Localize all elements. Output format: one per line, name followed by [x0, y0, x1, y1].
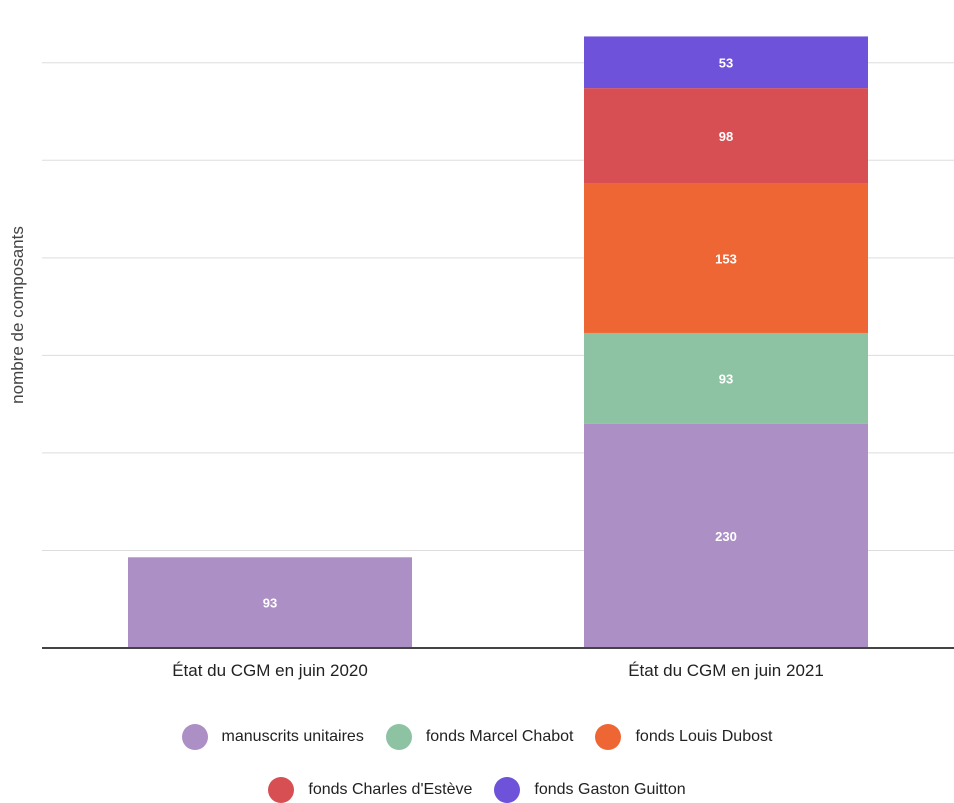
bar-segment: [128, 557, 412, 648]
legend-label-fonds-charles-desteve: fonds Charles d'Estève: [308, 781, 473, 798]
legend-label-fonds-gaston-guitton: fonds Gaston Guitton: [534, 781, 686, 798]
chart-plot-area: 93 État du CGM en juin 2020 230 93 153 98 53 Ét…: [42, 36, 954, 680]
bar-segment: [584, 183, 868, 333]
legend-item-fonds-louis-dubost[interactable]: fonds Louis Dubost: [595, 724, 772, 750]
legend-row-2: fonds Charles d'Estève fonds Gaston Guit…: [0, 777, 954, 803]
legend-swatch-manuscrits-unitaires: [181, 724, 208, 750]
legend-swatch-fonds-charles-desteve: [268, 777, 295, 803]
data-label: 98: [719, 129, 733, 144]
data-label: 153: [715, 251, 737, 266]
legend-item-fonds-gaston-guitton[interactable]: fonds Gaston Guitton: [494, 777, 686, 803]
legend-label-manuscrits-unitaires: manuscrits unitaires: [221, 728, 364, 745]
legend-swatch-fonds-gaston-guitton: [494, 777, 521, 803]
legend-item-manuscrits-unitaires[interactable]: manuscrits unitaires: [181, 724, 364, 750]
y-axis-label: nombre de composants: [8, 226, 27, 404]
bar-segment: [584, 88, 868, 184]
bar-segment: [584, 423, 868, 648]
data-label: 93: [719, 371, 733, 386]
data-label: 230: [715, 529, 737, 544]
legend-swatch-fonds-marcel-chabot: [385, 724, 412, 750]
legend-label-fonds-marcel-chabot: fonds Marcel Chabot: [425, 728, 574, 745]
legend-label-fonds-louis-dubost: fonds Louis Dubost: [635, 728, 773, 745]
data-label: 53: [719, 55, 733, 70]
bar-segment: [584, 332, 868, 424]
x-tick-label: État du CGM en juin 2020: [172, 661, 368, 680]
legend-swatch-fonds-louis-dubost: [595, 724, 622, 750]
bar-segment: [584, 36, 868, 89]
data-label: 93: [263, 596, 277, 611]
legend-item-fonds-charles-desteve[interactable]: fonds Charles d'Estève: [268, 777, 472, 803]
x-tick-label: État du CGM en juin 2021: [628, 661, 824, 680]
legend-row-1: manuscrits unitaires fonds Marcel Chabot…: [0, 724, 954, 750]
legend-item-fonds-marcel-chabot[interactable]: fonds Marcel Chabot: [385, 724, 574, 750]
